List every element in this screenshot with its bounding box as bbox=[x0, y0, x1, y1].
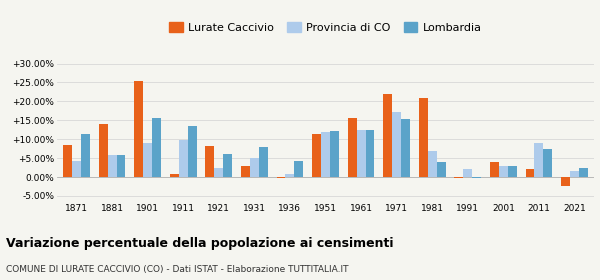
Bar bbox=[348, 118, 356, 177]
Bar bbox=[223, 154, 232, 177]
Bar bbox=[107, 155, 116, 177]
Bar bbox=[63, 145, 72, 177]
Bar bbox=[526, 169, 535, 177]
Bar bbox=[286, 174, 295, 177]
Bar bbox=[72, 161, 81, 177]
Bar bbox=[116, 155, 125, 177]
Bar bbox=[392, 112, 401, 177]
Bar bbox=[454, 177, 463, 178]
Bar bbox=[152, 118, 161, 177]
Bar bbox=[579, 167, 588, 177]
Bar bbox=[241, 166, 250, 177]
Bar bbox=[295, 161, 303, 177]
Bar bbox=[99, 124, 107, 177]
Bar bbox=[214, 167, 223, 177]
Bar bbox=[134, 81, 143, 177]
Legend: Lurate Caccivio, Provincia di CO, Lombardia: Lurate Caccivio, Provincia di CO, Lombar… bbox=[165, 18, 486, 38]
Bar bbox=[330, 130, 339, 177]
Bar bbox=[490, 162, 499, 177]
Bar bbox=[499, 166, 508, 177]
Bar bbox=[321, 132, 330, 177]
Text: Variazione percentuale della popolazione ai censimenti: Variazione percentuale della popolazione… bbox=[6, 237, 394, 249]
Bar bbox=[463, 169, 472, 177]
Bar bbox=[170, 174, 179, 177]
Bar bbox=[188, 126, 197, 177]
Bar bbox=[570, 171, 579, 177]
Bar bbox=[365, 130, 374, 177]
Bar bbox=[205, 146, 214, 177]
Bar bbox=[259, 147, 268, 177]
Bar bbox=[401, 119, 410, 177]
Bar bbox=[428, 151, 437, 177]
Bar bbox=[179, 140, 188, 177]
Bar bbox=[508, 166, 517, 177]
Bar bbox=[250, 158, 259, 177]
Text: COMUNE DI LURATE CACCIVIO (CO) - Dati ISTAT - Elaborazione TUTTITALIA.IT: COMUNE DI LURATE CACCIVIO (CO) - Dati IS… bbox=[6, 265, 349, 274]
Bar bbox=[561, 177, 570, 186]
Bar bbox=[535, 143, 544, 177]
Bar bbox=[81, 134, 90, 177]
Bar bbox=[143, 143, 152, 177]
Bar bbox=[383, 94, 392, 177]
Bar bbox=[419, 98, 428, 177]
Bar bbox=[277, 177, 286, 178]
Bar bbox=[544, 150, 552, 177]
Bar bbox=[356, 130, 365, 177]
Bar bbox=[312, 134, 321, 177]
Bar bbox=[472, 177, 481, 178]
Bar bbox=[437, 162, 446, 177]
